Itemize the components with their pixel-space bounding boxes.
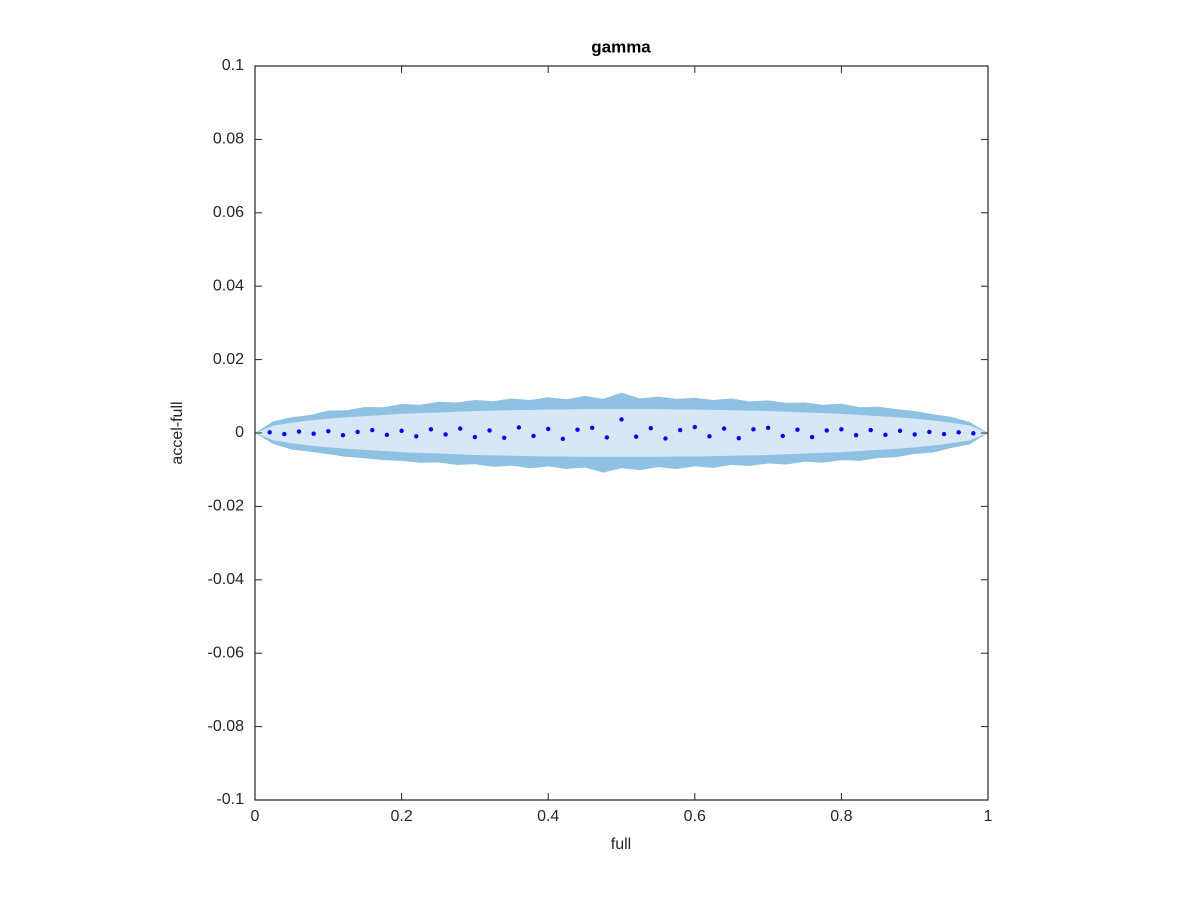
y-tick-label: 0.02 [213, 351, 244, 368]
point [502, 435, 507, 440]
point [956, 430, 961, 435]
point [458, 426, 463, 431]
point [267, 430, 272, 435]
point [648, 426, 654, 431]
point [384, 432, 390, 438]
x-tick-label: 0.4 [537, 808, 559, 825]
point [897, 428, 903, 433]
point [604, 435, 610, 440]
chart-title: gamma [591, 37, 651, 56]
x-tick-label: 0.2 [390, 808, 412, 825]
x-tick-label: 0 [251, 808, 260, 825]
y-tick-label: -0.08 [208, 718, 245, 735]
point [399, 428, 404, 433]
point [326, 428, 331, 434]
point [619, 417, 624, 422]
point [839, 427, 844, 432]
point [677, 427, 683, 433]
point [296, 429, 302, 434]
point [853, 433, 859, 438]
point [355, 429, 360, 435]
point [971, 431, 976, 436]
x-tick-label: 0.8 [830, 808, 852, 825]
y-tick-label: -0.1 [216, 791, 244, 808]
point [633, 434, 639, 439]
point [692, 424, 697, 430]
x-axis-label: full [611, 836, 631, 853]
point [795, 427, 800, 432]
x-tick-label: 0.6 [684, 808, 706, 825]
point [809, 434, 815, 440]
point [780, 433, 785, 439]
point [751, 427, 756, 432]
confidence-band [255, 409, 988, 457]
x-tick-label: 1 [984, 808, 993, 825]
y-tick-label: -0.02 [208, 498, 245, 515]
y-tick-label: 0.08 [213, 131, 244, 148]
point [589, 425, 595, 431]
point [941, 431, 947, 437]
point [560, 436, 566, 442]
point [707, 434, 712, 439]
point [443, 432, 448, 437]
point [472, 434, 478, 440]
point [414, 434, 419, 439]
point [370, 427, 375, 433]
point [340, 433, 346, 438]
point [721, 426, 727, 431]
y-tick-label: -0.06 [208, 644, 245, 661]
point [311, 431, 316, 436]
point [575, 427, 580, 432]
point [546, 426, 551, 432]
point [531, 433, 536, 439]
y-tick-label: 0.06 [213, 204, 244, 221]
y-tick-label: 0 [235, 424, 244, 441]
point [736, 435, 741, 441]
point [824, 428, 829, 433]
point [516, 425, 522, 430]
point [868, 427, 873, 433]
point [663, 436, 668, 441]
y-axis-label: accel-full [169, 401, 186, 464]
point [765, 425, 771, 431]
point [912, 432, 917, 437]
point [883, 432, 888, 438]
point [282, 431, 287, 437]
point [487, 428, 492, 433]
y-tick-label: -0.04 [208, 571, 245, 588]
point [428, 427, 434, 432]
point [927, 429, 932, 435]
y-tick-label: 0.1 [222, 57, 244, 74]
y-tick-label: 0.04 [213, 277, 244, 294]
